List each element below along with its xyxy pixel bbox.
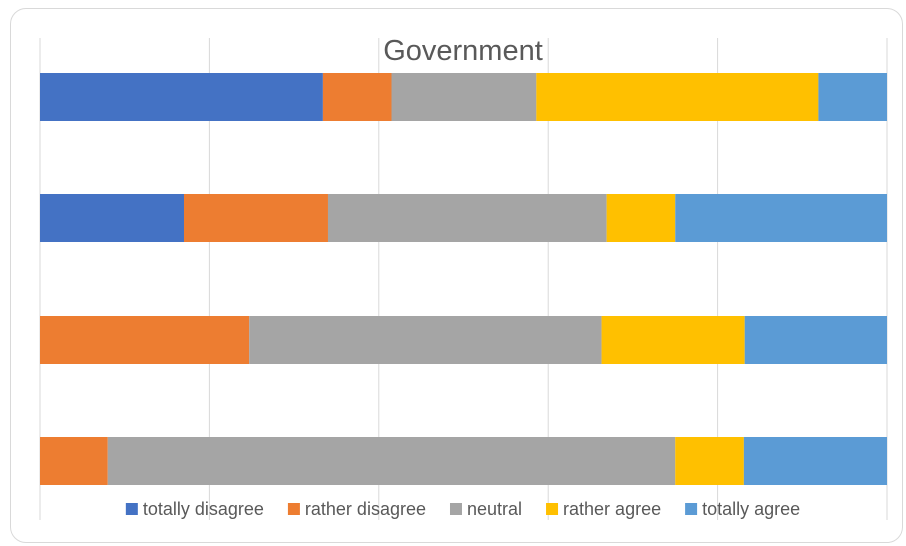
bar-segment — [40, 316, 250, 364]
legend-label: rather agree — [563, 499, 661, 519]
legend-swatch — [125, 503, 138, 515]
legend-swatch — [287, 503, 300, 515]
legend: totally disagree rather disagree neutral ra… — [125, 499, 800, 519]
bar-segment — [327, 194, 607, 242]
legend-swatch — [546, 503, 559, 515]
bar-segment — [107, 437, 676, 485]
bar-segment — [40, 73, 323, 121]
legend-label: neutral — [467, 499, 522, 519]
legend-swatch — [449, 503, 462, 515]
bars — [40, 73, 887, 485]
legend-label: rather disagree — [305, 499, 426, 519]
bar-segment — [249, 316, 602, 364]
bar-segment — [40, 194, 184, 242]
bar-segment — [744, 316, 887, 364]
bar-segment — [675, 437, 744, 485]
bar-segment — [601, 316, 745, 364]
bar-segment — [675, 194, 887, 242]
bar-segment — [818, 73, 887, 121]
bar-segment — [183, 194, 328, 242]
bar-segment — [40, 437, 108, 485]
legend-label: totally agree — [702, 499, 800, 519]
bar-segment — [391, 73, 537, 121]
bar-segment — [743, 437, 887, 485]
chart-title: Government — [383, 35, 543, 67]
legend-label: totally disagree — [143, 499, 264, 519]
legend-swatch — [685, 503, 698, 515]
bar-segment — [322, 73, 392, 121]
bar-segment — [606, 194, 676, 242]
bar-segment — [536, 73, 819, 121]
